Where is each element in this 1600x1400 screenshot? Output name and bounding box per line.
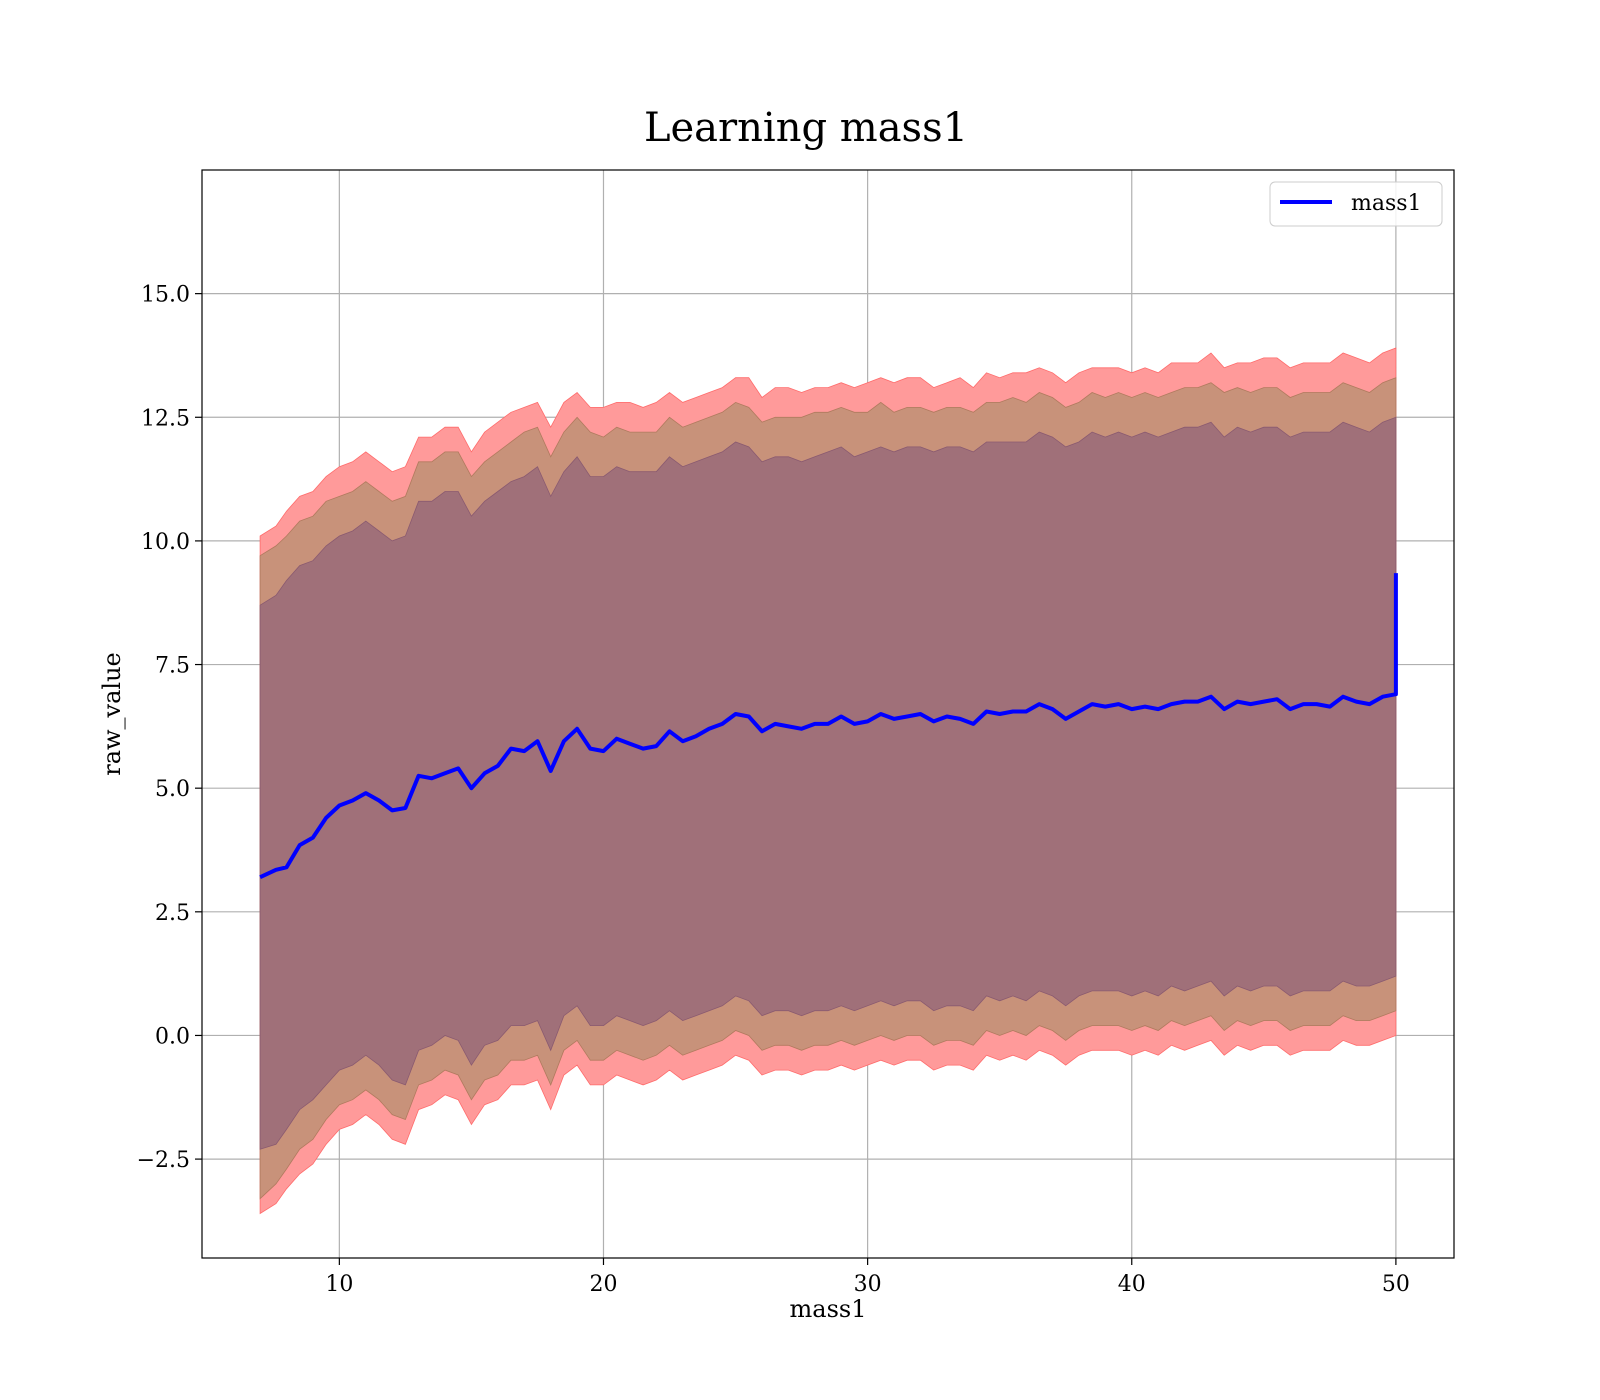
y-tick-label: 5.0	[155, 777, 190, 802]
legend-box	[1269, 181, 1443, 227]
tick-layer: 10 20 30 40 50 −2.5 0.0 2.5 5.0 7.5 10.0 12.5 15.0	[137, 283, 1410, 1297]
y-tick-label: 2.5	[155, 901, 190, 926]
chart-title: Learning mass1	[644, 105, 968, 151]
band-inner	[259, 416, 1397, 1150]
x-tick-label: 10	[325, 1272, 353, 1297]
y-tick-label: 15.0	[141, 283, 190, 308]
confidence-bands	[259, 347, 1397, 1215]
legend-label-mass1: mass1	[1351, 191, 1422, 216]
x-tick-label: 50	[1382, 1272, 1410, 1297]
plot-frame	[201, 169, 1455, 1259]
x-tick-label: 30	[854, 1272, 882, 1297]
y-tick-label: 0.0	[155, 1024, 190, 1049]
x-tick-label: 20	[589, 1272, 617, 1297]
y-tick-label: 10.0	[141, 530, 190, 555]
x-tick-label: 40	[1118, 1272, 1146, 1297]
legend: mass1	[1269, 181, 1443, 227]
x-axis-label: mass1	[790, 1295, 867, 1323]
series-layer	[259, 573, 1398, 880]
y-tick-label: 12.5	[141, 406, 190, 431]
y-tick-label: −2.5	[137, 1148, 190, 1173]
y-tick-label: 7.5	[155, 654, 190, 679]
series-line-mass1	[259, 573, 1398, 880]
y-axis-label: raw_value	[98, 652, 126, 776]
